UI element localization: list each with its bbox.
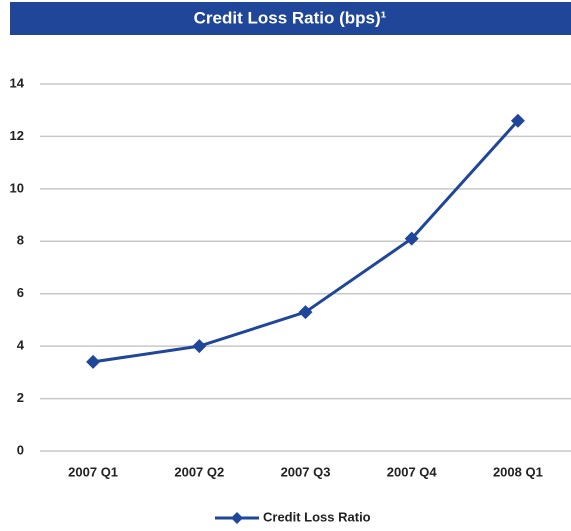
marker — [404, 231, 419, 246]
y-tick-label: 0 — [17, 442, 24, 457]
marker — [192, 339, 207, 354]
marker — [86, 354, 101, 369]
x-tick-label: 2007 Q1 — [68, 464, 118, 479]
x-tick-label: 2007 Q2 — [174, 464, 224, 479]
x-tick-label: 2007 Q4 — [387, 464, 438, 479]
marker — [298, 305, 313, 320]
legend-label: Credit Loss Ratio — [263, 509, 371, 524]
x-tick-label: 2007 Q3 — [281, 464, 331, 479]
chart-title: Credit Loss Ratio (bps)¹ — [194, 8, 387, 27]
x-tick-label: 2008 Q1 — [493, 464, 543, 479]
y-tick-label: 2 — [17, 390, 24, 405]
y-tick-label: 12 — [10, 128, 24, 143]
legend-marker — [231, 512, 243, 524]
y-tick-label: 8 — [17, 233, 24, 248]
y-tick-label: 4 — [17, 338, 25, 353]
y-tick-label: 10 — [10, 180, 24, 195]
y-tick-label: 14 — [10, 75, 25, 90]
title-banner — [10, 2, 571, 35]
y-tick-label: 6 — [17, 285, 24, 300]
marker — [510, 113, 525, 128]
